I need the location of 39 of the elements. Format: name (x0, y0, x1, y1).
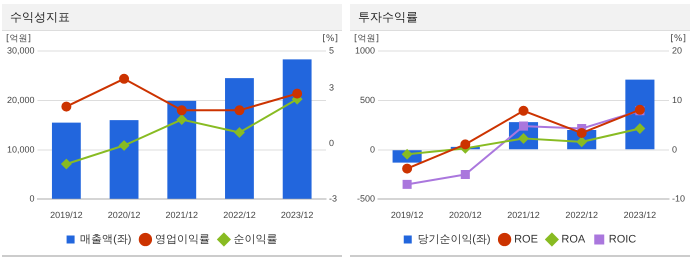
y2-tick-label: -10 (672, 194, 686, 204)
y2-tick-label: 20 (672, 45, 682, 56)
x-tick-label: 2023/12 (280, 210, 314, 220)
y2-tick-label: 10 (672, 94, 682, 105)
y-tick-label: -500 (357, 194, 376, 204)
y2-axis-title: [%] (670, 34, 686, 44)
legend-label: 영업이익률 (154, 234, 210, 246)
y-tick-label: 20,000 (6, 94, 35, 105)
legend-label: ROIC (608, 234, 636, 246)
x-tick-label: 2021/12 (165, 210, 198, 220)
y-axis-title: [억원] (354, 34, 380, 44)
y2-axis-title: [%] (322, 34, 338, 44)
y2-tick-label: 0 (329, 138, 334, 148)
y-tick-label: 10,000 (6, 144, 35, 154)
legend-label: 매출액(좌) (80, 234, 132, 246)
x-tick-label: 2020/12 (108, 210, 140, 220)
x-tick-label: 2022/12 (565, 210, 598, 220)
legend-label: 당기순이익(좌) (417, 234, 491, 246)
x-tick-label: 2023/12 (624, 210, 656, 220)
y2-tick-label: -3 (329, 194, 338, 204)
legend-label: 순이익률 (233, 234, 278, 246)
y2-tick-label: 3 (329, 82, 334, 93)
y-tick-label: 0 (30, 194, 35, 204)
x-tick-label: 2019/12 (50, 210, 83, 220)
legend-label: ROA (561, 234, 586, 246)
y-tick-label: 0 (370, 144, 376, 154)
y-axis-title: [억원] (6, 34, 32, 44)
y2-tick-label: 0 (672, 144, 678, 154)
chart-title: 수익성지표 (2, 4, 342, 31)
y-tick-label: 1000 (354, 45, 376, 56)
y2-tick-label: 5 (329, 45, 334, 56)
x-tick-label: 2021/12 (507, 210, 540, 220)
x-tick-label: 2019/12 (390, 210, 424, 220)
x-tick-label: 2022/12 (223, 210, 256, 220)
y-tick-label: 30,000 (6, 45, 35, 56)
y-tick-label: 500 (360, 94, 376, 105)
legend-label: ROE (514, 234, 538, 246)
x-tick-label: 2020/12 (449, 210, 482, 220)
chart-title: 투자수익률 (350, 4, 690, 31)
